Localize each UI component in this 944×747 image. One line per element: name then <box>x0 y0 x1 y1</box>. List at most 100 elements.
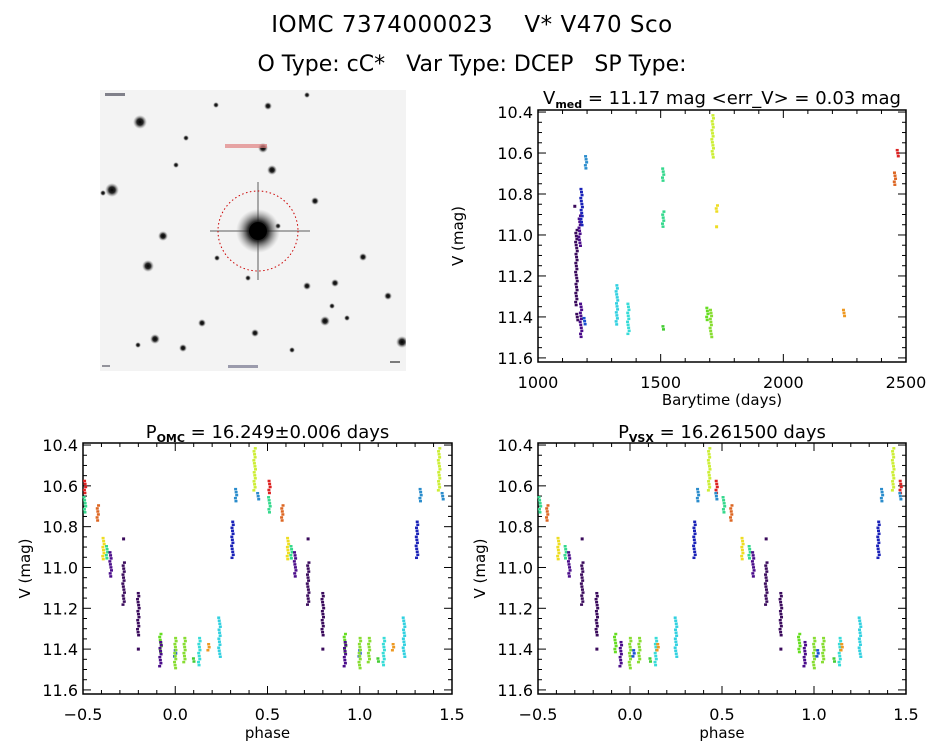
data-point <box>231 541 235 545</box>
data-point <box>137 633 141 637</box>
data-point <box>438 447 442 450</box>
data-point <box>418 499 422 503</box>
data-point <box>382 657 386 661</box>
x-tick-label: 1.5 <box>439 705 464 724</box>
data-point <box>415 547 419 551</box>
data-point <box>707 465 711 468</box>
data-point <box>580 220 584 224</box>
data-point <box>752 566 756 569</box>
data-point <box>614 320 618 323</box>
data-point-group <box>750 551 756 578</box>
data-point <box>252 480 256 483</box>
data-point <box>105 545 109 548</box>
data-point <box>109 557 113 560</box>
data-point <box>307 600 311 603</box>
data-point <box>96 519 100 522</box>
data-point <box>877 541 881 545</box>
data-point <box>662 219 666 222</box>
data-point <box>574 264 578 268</box>
data-point <box>857 637 861 640</box>
data-point <box>108 563 112 566</box>
data-point <box>198 657 202 661</box>
data-point <box>546 504 550 507</box>
data-point <box>230 535 234 539</box>
data-point <box>583 319 587 323</box>
data-point <box>575 267 579 271</box>
data-point <box>578 223 582 226</box>
data-point <box>843 314 847 318</box>
data-point <box>182 654 186 658</box>
data-point <box>367 642 371 646</box>
data-point <box>575 312 579 316</box>
data-point-group <box>626 302 631 336</box>
data-point <box>748 557 752 560</box>
data-point <box>267 488 271 492</box>
data-point <box>803 649 807 653</box>
data-point <box>893 183 897 186</box>
star <box>135 342 141 348</box>
data-point <box>880 490 884 494</box>
data-point <box>822 636 826 640</box>
plot-title: PVSX = 16.261500 days <box>618 422 826 445</box>
data-point <box>714 207 718 210</box>
data-point <box>231 523 235 527</box>
x-tick-label: 2000 <box>763 373 804 392</box>
data-point <box>627 317 631 321</box>
data-point-group <box>366 636 372 664</box>
star <box>359 253 367 261</box>
data-point <box>281 504 285 507</box>
data-point <box>557 551 561 555</box>
data-point <box>101 545 105 549</box>
data-point <box>615 317 619 320</box>
data-point <box>711 132 715 135</box>
data-point <box>674 640 678 643</box>
data-point-group <box>82 479 88 495</box>
data-point <box>286 548 290 552</box>
data-point <box>357 642 361 646</box>
data-point <box>581 591 585 594</box>
data-point-group <box>566 551 572 578</box>
data-point <box>197 660 201 664</box>
data-point <box>740 548 744 552</box>
data-point <box>342 664 346 668</box>
data-point <box>218 622 222 625</box>
data-point <box>627 651 631 655</box>
data-point <box>136 597 140 601</box>
x-axis-label: Barytime (days) <box>662 391 782 409</box>
data-point <box>567 572 571 575</box>
data-point <box>321 591 325 595</box>
data-point-group <box>578 302 584 339</box>
data-point <box>816 649 820 652</box>
data-point <box>705 318 709 322</box>
data-point-group <box>197 636 202 667</box>
data-point <box>596 615 600 619</box>
data-point <box>797 647 801 651</box>
data-point <box>674 619 678 622</box>
data-point <box>280 510 284 513</box>
data-point <box>580 576 584 579</box>
data-point <box>567 563 571 566</box>
data-point <box>294 557 298 560</box>
data-point <box>711 123 715 126</box>
data-point <box>615 305 619 308</box>
data-point <box>538 511 542 514</box>
x-tick-label: 1.0 <box>801 705 826 724</box>
data-point <box>575 237 579 241</box>
data-point <box>881 493 885 497</box>
data-point <box>858 640 862 643</box>
data-point <box>626 320 630 324</box>
data-point <box>693 553 697 557</box>
data-point <box>840 645 844 649</box>
data-point <box>581 561 585 564</box>
data-point <box>537 508 541 511</box>
data-point <box>556 548 560 552</box>
data-point <box>173 642 177 646</box>
data-point <box>108 551 112 554</box>
data-point <box>234 490 238 494</box>
data-point <box>858 643 862 646</box>
data-point-group <box>357 636 363 670</box>
data-point <box>83 511 87 514</box>
data-point <box>692 538 696 542</box>
data-point <box>779 612 783 616</box>
data-point-group <box>230 520 235 560</box>
